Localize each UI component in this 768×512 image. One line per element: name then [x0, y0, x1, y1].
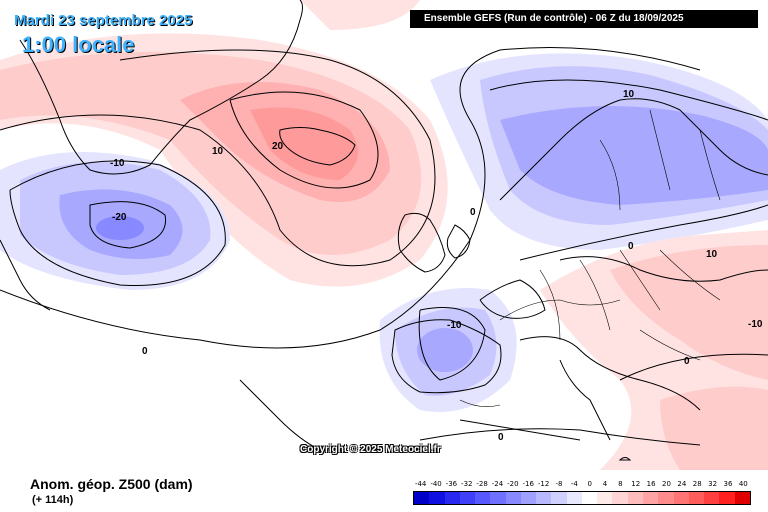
legend-swatch [490, 492, 506, 504]
legend-tick-label: 8 [618, 480, 623, 488]
contour-label: 0 [498, 432, 504, 443]
legend-tick-label: 16 [646, 480, 656, 488]
country-borders [459, 109, 721, 407]
legend-swatch [597, 492, 613, 504]
contour-label: -20 [112, 212, 127, 223]
legend-tick-label: 24 [677, 480, 687, 488]
legend-tick-label: 40 [738, 480, 748, 488]
contour-label: 20 [272, 141, 284, 152]
legend-tick-label: -4 [570, 480, 578, 488]
contour-labels: -10 -20 10 20 0 -10 10 0 -10 10 0 0 0 [110, 89, 763, 443]
negative-anomaly-scandinavia [430, 53, 768, 251]
anomaly-map: -10 -20 10 20 0 -10 10 0 -10 10 0 0 0 [0, 0, 768, 470]
legend-tick-label: -32 [461, 480, 473, 488]
legend-swatch [734, 492, 750, 504]
legend-tick-label: -12 [537, 480, 550, 488]
legend-swatch [627, 492, 643, 504]
legend-tick-label: -36 [445, 480, 458, 488]
model-run-header: Ensemble GEFS (Run de contrôle) - 06 Z d… [410, 10, 758, 28]
legend-swatch [612, 492, 628, 504]
legend-swatch [581, 492, 598, 504]
contour-label: -10 [748, 319, 763, 330]
legend-tick-label: 28 [692, 480, 702, 488]
legend-swatch [704, 492, 720, 504]
legend-swatch [658, 492, 674, 504]
legend-swatch [505, 492, 521, 504]
color-scale-legend [413, 491, 751, 505]
legend-swatch [429, 492, 445, 504]
legend-swatch [444, 492, 460, 504]
legend-swatch [536, 492, 552, 504]
legend-tick-label: 20 [662, 480, 671, 488]
legend-tick-label: -8 [555, 480, 563, 488]
positive-anomaly-north-atlantic [0, 33, 448, 287]
contour-label: 10 [706, 249, 718, 260]
legend-tick-label: -28 [476, 480, 488, 488]
legend-tick-label: 36 [723, 480, 733, 488]
legend-swatch [719, 492, 735, 504]
lead-time-label: (+ 114h) [32, 494, 74, 506]
legend-swatch [551, 492, 567, 504]
contour-label: 10 [623, 89, 635, 100]
contour-label: 0 [628, 241, 634, 252]
legend-swatch [566, 492, 582, 504]
legend-tick-label: 32 [708, 480, 718, 488]
forecast-local-time: 1:00 locale [22, 32, 135, 57]
legend-swatch [414, 492, 430, 504]
variable-label: Anom. géop. Z500 (dam) [30, 476, 193, 492]
positive-anomaly-east-europe [540, 230, 768, 470]
contour-label: 10 [212, 146, 224, 157]
contour-label: -10 [447, 320, 462, 331]
legend-tick-label: -20 [507, 480, 519, 488]
legend-swatch [459, 492, 476, 504]
legend-tick-label: 0 [587, 480, 592, 488]
copyright-notice: Copyright © 2025 Meteociel.fr [300, 444, 441, 455]
legend-swatch [642, 492, 659, 504]
legend-tick-label: 12 [631, 480, 641, 488]
legend-swatch [520, 492, 537, 504]
legend-swatch [673, 492, 689, 504]
coastlines [0, 0, 768, 461]
legend-tick-label: -44 [414, 480, 427, 488]
legend-tick-label: -16 [522, 480, 534, 488]
legend-tick-label: -24 [491, 480, 504, 488]
isolines [0, 47, 768, 441]
legend-tick-labels: -44 -40 -36 -32 -28 -24 -20 -16 -12 -8 -4 0 4 8 12 16 20… [413, 480, 751, 490]
negative-anomaly-labrador [0, 152, 230, 290]
legend-tick-label: 4 [602, 480, 608, 488]
contour-label: 0 [684, 356, 690, 367]
contour-label: 0 [142, 346, 148, 357]
negative-anomaly-iberia [379, 288, 517, 412]
legend-swatch [688, 492, 705, 504]
legend-swatch [475, 492, 491, 504]
contour-label: 0 [470, 207, 476, 218]
forecast-date: Mardi 23 septembre 2025 [14, 12, 193, 29]
legend-tick-label: -40 [430, 480, 442, 488]
contour-label: -10 [110, 158, 125, 169]
